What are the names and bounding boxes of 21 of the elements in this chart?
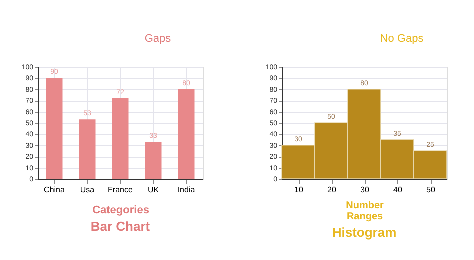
x-tick-label: 20 <box>328 186 337 194</box>
x-tick-label: UK <box>148 186 160 194</box>
text: Histogram <box>332 225 397 240</box>
text: No Gaps <box>380 33 424 45</box>
x-axis-title: Number Ranges <box>346 200 384 222</box>
bar <box>46 78 63 179</box>
x-tick-label: Usa <box>80 186 96 194</box>
x-tick-label: France <box>108 186 134 194</box>
text: Bar Chart <box>90 219 151 234</box>
x-tick-label: China <box>44 186 66 194</box>
x-tick-label: India <box>178 186 196 194</box>
bar <box>79 120 96 179</box>
x-tick-label: 30 <box>360 186 370 194</box>
bar <box>178 89 195 179</box>
text: Gaps <box>144 33 172 45</box>
bar <box>112 98 129 179</box>
x-tick-label: 50 <box>426 186 436 194</box>
x-tick-label: 10 <box>294 186 304 194</box>
x-axis-title: Categories <box>92 204 150 216</box>
x-tick-label: 40 <box>394 186 403 194</box>
bar <box>145 142 162 179</box>
